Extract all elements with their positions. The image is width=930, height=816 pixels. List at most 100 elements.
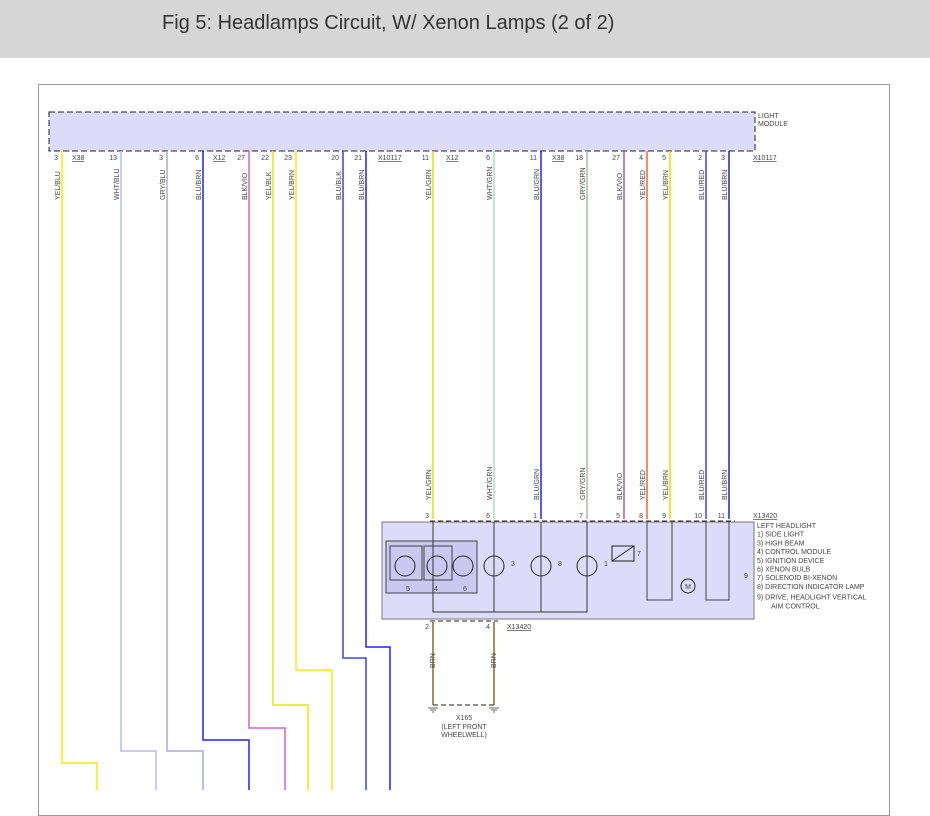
connector-label: X10117 — [378, 155, 402, 162]
pin-number: 9 — [662, 513, 666, 520]
motor-wire — [646, 522, 673, 601]
wire — [61, 151, 98, 790]
connector-label: X10117 — [753, 155, 777, 162]
motor-wire — [705, 522, 730, 601]
pin-number: 11 — [422, 155, 429, 162]
wire-color-label: YEL/BLK — [266, 171, 273, 200]
wire-color-label: BLU/BRN — [359, 170, 366, 200]
legend-item: 9) DRIVE, HEADLIGHT VERTICAL — [757, 595, 867, 602]
pin-number: 27 — [237, 155, 245, 162]
pin-number: 4 — [486, 624, 490, 631]
component-number: 8 — [558, 561, 562, 568]
pin-number: 7 — [579, 513, 583, 520]
ground-icon — [489, 707, 499, 713]
legend-item: AIM CONTROL — [771, 603, 820, 610]
wire-color-label: YEL/GRN — [426, 169, 433, 200]
pin-number: 23 — [284, 155, 292, 162]
pin-number: 5 — [616, 513, 620, 520]
wire-color-label: BLU/BRN — [722, 470, 729, 500]
light-module-label: LIGHT — [758, 113, 779, 120]
legend-item: 3) HIGH BEAM — [757, 540, 805, 547]
wire-color-label: BRN — [491, 653, 498, 668]
control-module — [423, 545, 453, 581]
page-title: Fig 5: Headlamps Circuit, W/ Xenon Lamps… — [162, 12, 615, 34]
wire — [120, 151, 157, 790]
pin-number: 3 — [425, 513, 429, 520]
connector-label: X38 — [552, 155, 565, 162]
connector-label: X13420 — [753, 513, 777, 520]
solenoid-icon — [611, 545, 635, 562]
ground-name: X165 — [456, 715, 472, 722]
solenoid-icon — [611, 545, 635, 562]
connector-label: X12 — [213, 155, 226, 162]
wire-color-label: BRN — [430, 653, 437, 668]
pin-number: 3 — [721, 155, 725, 162]
pin-number: 6 — [195, 155, 199, 162]
pin-number: 11 — [530, 155, 537, 162]
ground-icon — [428, 707, 438, 713]
wire-color-label: YEL/RED — [640, 170, 647, 200]
legend-item: 4) CONTROL MODULE — [757, 549, 831, 556]
wire-color-label: YEL/GRN — [426, 469, 433, 500]
legend-item: 5) IGNITION DEVICE — [757, 558, 825, 565]
sensor-symbol — [394, 555, 416, 577]
ignition-device — [389, 545, 423, 581]
legend-item: 1) SIDE LIGHT — [757, 532, 805, 539]
wire-color-label: BLU/RED — [699, 170, 706, 200]
wire-color-label: WHT/GRN — [487, 467, 494, 500]
pin-number: 22 — [261, 155, 269, 162]
component-number: 6 — [463, 586, 467, 593]
wire — [202, 151, 250, 790]
legend-item: 7) SOLENOID BI-XENON — [757, 575, 837, 582]
ground-location: (LEFT FRONT — [441, 724, 487, 731]
sensor-symbol — [426, 555, 448, 577]
wire-color-label: YEL/BRN — [663, 470, 670, 500]
legend-item: 6) XENON BULB — [757, 567, 811, 574]
wire — [365, 151, 391, 790]
connector-label: X13420 — [507, 624, 531, 631]
wire — [166, 151, 204, 790]
pin-number: 2 — [698, 155, 702, 162]
pin-number: 6 — [486, 513, 490, 520]
motor-icon — [680, 578, 696, 594]
ground-location: WHEELWELL) — [441, 732, 487, 739]
wire-color-label: GRY/BLU — [160, 169, 167, 200]
component-number: 5 — [406, 586, 410, 593]
wire-color-label: GRY/GRN — [580, 467, 587, 500]
wire-color-label: GRY/GRN — [580, 167, 587, 200]
motor-label: M — [685, 584, 691, 591]
wire-color-label: YEL/BRN — [289, 170, 296, 200]
wire-color-label: BLK/VIO — [242, 172, 249, 200]
pin-number: 21 — [354, 155, 362, 162]
pin-number: 6 — [486, 155, 490, 162]
header-bar: Fig 5: Headlamps Circuit, W/ Xenon Lamps… — [0, 0, 930, 58]
pin-number: 5 — [662, 155, 666, 162]
wire-color-label: BLK/VIO — [617, 472, 624, 500]
wire-color-label: YEL/BRN — [663, 170, 670, 200]
pin-number: 20 — [331, 155, 339, 162]
component-number: 9 — [744, 573, 748, 580]
connector-label: X38 — [72, 155, 85, 162]
pin-number: 18 — [575, 155, 583, 162]
light-module-label: MODULE — [758, 121, 788, 128]
legend-item: LEFT HEADLIGHT — [757, 523, 817, 530]
wire — [295, 151, 333, 790]
pin-number: 1 — [533, 513, 537, 520]
wire-color-label: WHT/GRN — [487, 167, 494, 200]
pin-number: 4 — [639, 155, 643, 162]
pin-number: 3 — [54, 155, 58, 162]
wire-color-label: YEL/BLU — [55, 171, 62, 200]
pin-number: 10 — [694, 513, 702, 520]
pin-number: 3 — [159, 155, 163, 162]
component-number: 1 — [604, 561, 608, 568]
component-number: 7 — [637, 551, 641, 558]
wire-color-label: YEL/RED — [640, 470, 647, 500]
wire-color-label: BLU/GRN — [534, 469, 541, 500]
wire-color-label: BLU/GRN — [534, 169, 541, 200]
pin-number: 27 — [612, 155, 620, 162]
wire — [342, 151, 367, 790]
connector-label: X12 — [446, 155, 459, 162]
wire-color-label: BLK/VIO — [617, 172, 624, 200]
wire-color-label: BLU/BRN — [722, 170, 729, 200]
